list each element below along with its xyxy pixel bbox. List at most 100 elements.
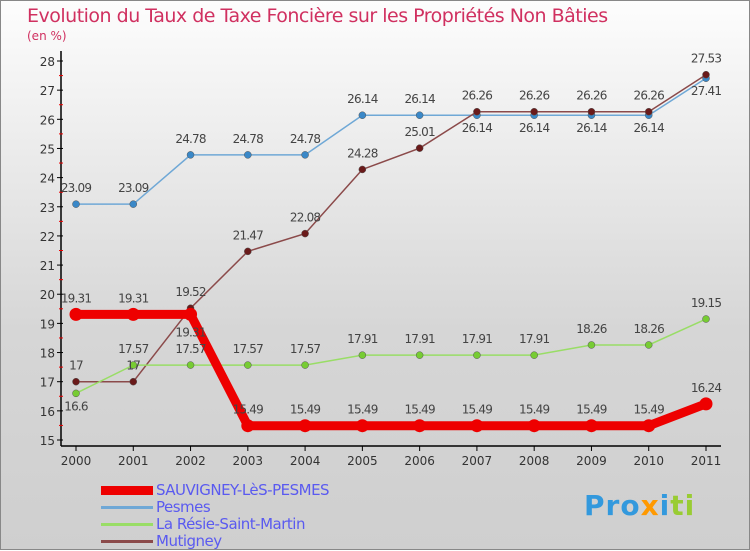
- data-label: 17.57: [290, 342, 321, 356]
- y-tick-label: 18: [40, 347, 55, 361]
- y-axis-unit: (en %): [27, 29, 67, 43]
- data-label: 16.6: [64, 399, 88, 413]
- data-label: 15.49: [634, 403, 665, 417]
- data-label: 26.26: [634, 89, 665, 103]
- y-tick-label: 15: [40, 434, 55, 448]
- data-point: [358, 111, 367, 119]
- data-label: 19.52: [175, 285, 206, 299]
- legend-item: Mutigney: [101, 533, 329, 550]
- data-label: 17.57: [233, 342, 264, 356]
- y-tick-label: 20: [40, 288, 55, 302]
- legend-swatch: [101, 486, 153, 495]
- data-point: [244, 361, 252, 369]
- y-tick-label: 16: [40, 405, 55, 419]
- data-point: [642, 419, 656, 433]
- data-label: 17.91: [347, 332, 378, 346]
- data-label: 19.31: [118, 291, 149, 305]
- data-point: [301, 361, 309, 369]
- data-label: 15.49: [233, 403, 264, 417]
- x-tick-label: 2000: [61, 454, 92, 468]
- y-tick-label: 21: [40, 259, 55, 273]
- data-point: [129, 361, 138, 369]
- data-label: 21.47: [233, 228, 264, 242]
- data-label: 18.26: [576, 322, 607, 336]
- data-point: [415, 351, 424, 359]
- x-tick-label: 2001: [118, 454, 149, 468]
- legend-label: Mutigney: [156, 532, 222, 550]
- data-label: 17.91: [519, 332, 550, 346]
- data-label: 17: [69, 359, 83, 373]
- data-point: [530, 107, 538, 116]
- data-point: [301, 151, 309, 159]
- data-label: 26.14: [347, 92, 378, 106]
- data-point: [301, 229, 309, 238]
- data-point: [587, 341, 596, 349]
- legend-swatch: [101, 523, 153, 526]
- data-label: 26.26: [462, 89, 493, 103]
- y-tick-label: 17: [40, 376, 55, 390]
- data-label: 15.49: [576, 403, 607, 417]
- data-point: [702, 70, 710, 79]
- data-label: 18.26: [634, 322, 665, 336]
- legend-label: Pesmes: [156, 498, 211, 516]
- x-tick-label: 2004: [290, 454, 321, 468]
- legend-label: La Résie-Saint-Martin: [156, 515, 305, 533]
- y-tick-label: 22: [40, 230, 55, 244]
- legend-item: La Résie-Saint-Martin: [101, 516, 329, 533]
- data-point: [644, 341, 653, 349]
- data-point: [244, 151, 252, 159]
- data-label: 19.31: [175, 325, 206, 339]
- data-label: 17.57: [175, 342, 206, 356]
- series-line-3: [76, 74, 707, 383]
- series-line-0: [76, 309, 708, 431]
- data-point: [186, 151, 195, 159]
- data-point: [72, 377, 80, 386]
- data-label: 17.57: [118, 342, 149, 356]
- x-tick-label: 2008: [519, 454, 550, 468]
- data-label: 24.28: [347, 146, 378, 160]
- proxiti-logo: Proxiti: [584, 489, 696, 522]
- data-point: [72, 389, 80, 398]
- x-tick-label: 2009: [576, 454, 607, 468]
- data-point: [184, 307, 198, 321]
- data-point: [129, 200, 138, 208]
- data-label: 26.14: [462, 121, 493, 135]
- data-point: [358, 165, 367, 174]
- legend-label: SAUVIGNEY-LèS-PESMES: [156, 481, 330, 499]
- data-point: [584, 419, 598, 433]
- data-label: 19.15: [691, 296, 722, 310]
- data-point: [126, 307, 140, 321]
- data-label: 15.49: [519, 403, 550, 417]
- data-point: [129, 377, 138, 386]
- data-point: [186, 361, 195, 369]
- data-point: [298, 419, 312, 433]
- data-point: [527, 419, 541, 433]
- data-point: [473, 107, 481, 116]
- data-label: 17: [126, 359, 140, 373]
- y-tick-label: 28: [40, 55, 55, 69]
- data-label: 26.14: [634, 121, 665, 135]
- data-point: [699, 397, 713, 411]
- data-point: [644, 107, 653, 116]
- data-point: [587, 107, 596, 116]
- data-label: 26.26: [519, 89, 550, 103]
- data-point: [415, 144, 424, 152]
- series-line-2: [75, 318, 707, 395]
- legend-item: Pesmes: [101, 499, 329, 516]
- data-point: [358, 351, 367, 359]
- series-line-1: [76, 77, 707, 205]
- legend: SAUVIGNEY-LèS-PESMES Pesmes La Résie-Saint…: [101, 481, 330, 550]
- data-point: [413, 419, 427, 433]
- data-point: [355, 419, 369, 433]
- data-point: [702, 315, 710, 323]
- data-label: 15.49: [290, 403, 321, 417]
- data-label: 25.01: [404, 125, 435, 139]
- y-tick-label: 25: [40, 142, 55, 156]
- x-tick-label: 2002: [175, 454, 206, 468]
- x-tick-label: 2007: [462, 454, 493, 468]
- legend-swatch: [101, 506, 153, 509]
- data-point: [530, 351, 538, 359]
- data-point: [473, 351, 481, 359]
- x-tick-label: 2006: [404, 454, 435, 468]
